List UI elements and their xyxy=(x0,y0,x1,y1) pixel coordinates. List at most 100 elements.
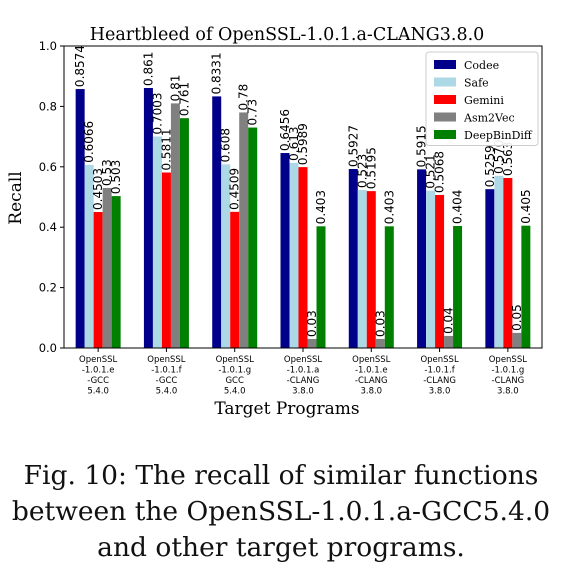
y-ticks-layer: 0.0 0.2 0.4 0.6 0.8 1.0 xyxy=(39,39,64,355)
data-label: 0.5927 xyxy=(346,125,360,167)
bar-gemini-6 xyxy=(435,194,445,348)
bar-codee-5 xyxy=(348,169,358,348)
data-label: 0.7003 xyxy=(150,93,164,135)
x-tick-label: OpenSSL -1.0.1.g GCC 5.4.0 xyxy=(216,355,254,397)
x-tick-label: OpenSSL -1.0.1.e -GCC 5.4.0 xyxy=(79,355,117,397)
bar-gemini-1 xyxy=(93,212,103,348)
data-label: 0.861 xyxy=(141,52,155,86)
caption-line-3: and other target programs. xyxy=(97,532,465,563)
data-label: 0.8331 xyxy=(210,52,224,94)
data-label: 0.4503 xyxy=(91,168,105,210)
bar-deepbindiff-1 xyxy=(111,196,121,348)
bar-gemini-7 xyxy=(503,177,513,348)
bar-safe-7 xyxy=(494,175,504,348)
legend-box xyxy=(425,51,539,146)
bar-gemini-3 xyxy=(230,211,240,348)
bar-codee-1 xyxy=(75,89,85,349)
data-label: 0.05 xyxy=(510,304,524,331)
data-label: 0.5989 xyxy=(296,123,310,165)
bar-codee-3 xyxy=(212,96,222,348)
bar-gemini-5 xyxy=(366,191,376,348)
bar-asm2vec-6 xyxy=(444,335,454,348)
data-label: 0.8574 xyxy=(73,45,87,87)
bar-asm2vec-2 xyxy=(170,103,180,348)
data-label: 0.5259 xyxy=(483,145,497,187)
data-label: 0.523 xyxy=(355,154,369,188)
data-label: 0.521 xyxy=(424,154,438,188)
bar-safe-2 xyxy=(152,136,162,348)
data-label: 0.5195 xyxy=(364,147,378,189)
chart-figure: Heartbleed of OpenSSL-1.0.1.a-CLANG3.8.0… xyxy=(6,25,543,419)
data-label: 0.6456 xyxy=(278,109,292,151)
bar-safe-6 xyxy=(426,190,436,348)
data-label: 0.73 xyxy=(246,99,260,126)
legend-label-safe: Safe xyxy=(464,77,489,90)
x-tick-label: OpenSSL -1.0.1.f -CLANG 3.8.0 xyxy=(420,355,458,397)
bar-codee-7 xyxy=(485,189,495,348)
chart-title: Heartbleed of OpenSSL-1.0.1.a-CLANG3.8.0 xyxy=(90,25,485,45)
y-tick-label: 0.2 xyxy=(39,281,57,295)
data-label: 0.5068 xyxy=(433,151,447,193)
data-label: 0.570 xyxy=(492,140,506,174)
data-label: 0.608 xyxy=(219,128,233,162)
data-label: 0.03 xyxy=(373,310,387,337)
legend-swatch-gemini xyxy=(434,95,456,104)
data-label: 0.53 xyxy=(100,159,114,186)
data-label: 0.503 xyxy=(109,160,123,194)
bar-codee-6 xyxy=(417,169,427,348)
bar-safe-3 xyxy=(221,164,231,348)
bar-asm2vec-1 xyxy=(102,187,112,348)
y-tick-label: 1.0 xyxy=(39,39,57,53)
bar-asm2vec-3 xyxy=(239,112,249,348)
bar-deepbindiff-2 xyxy=(179,118,189,348)
bar-safe-4 xyxy=(289,162,299,348)
data-label: 0.5915 xyxy=(415,125,429,167)
bar-chart: Heartbleed of OpenSSL-1.0.1.a-CLANG3.8.0… xyxy=(6,25,543,419)
data-label: 0.761 xyxy=(177,82,191,116)
caption-line-2: between the OpenSSL-1.0.1.a-GCC5.4.0 xyxy=(11,496,551,527)
x-tick-label: OpenSSL -1.0.1.f -GCC 5.4.0 xyxy=(147,355,185,397)
y-tick-label: 0.6 xyxy=(39,160,57,174)
data-label: 0.405 xyxy=(519,189,533,223)
legend-swatch-asm2vec xyxy=(434,112,456,122)
legend-swatch-codee xyxy=(434,60,456,69)
data-label: 0.5811 xyxy=(159,129,173,171)
y-tick-label: 0.8 xyxy=(39,99,57,113)
bar-gemini-2 xyxy=(161,172,171,348)
data-label: 0.404 xyxy=(451,190,465,224)
bar-gemini-4 xyxy=(298,167,308,348)
legend-label-gemini: Gemini xyxy=(464,94,504,107)
y-axis-label: Recall xyxy=(6,171,26,224)
y-tick-label: 0.4 xyxy=(39,220,57,234)
data-label: 0.403 xyxy=(382,190,396,224)
x-axis-label: Target Programs xyxy=(214,399,359,419)
legend: Codee Safe Gemini Asm2Vec DeepBinDiff xyxy=(425,51,539,146)
x-ticks-layer: OpenSSL -1.0.1.e -GCC 5.4.0 OpenSSL -1.0.1.f -… xyxy=(79,348,527,397)
legend-swatch-deepbindiff xyxy=(434,130,456,139)
x-tick-label: OpenSSL -1.0.1.a -CLANG 3.8.0 xyxy=(284,355,322,397)
legend-label-asm2vec: Asm2Vec xyxy=(463,112,515,125)
bar-deepbindiff-4 xyxy=(316,226,326,348)
bar-safe-1 xyxy=(84,164,94,348)
bar-deepbindiff-6 xyxy=(453,225,463,348)
data-label: 0.03 xyxy=(305,310,319,337)
data-label: 0.04 xyxy=(442,307,456,334)
data-label: 0.81 xyxy=(168,75,182,102)
bars-layer xyxy=(75,87,531,349)
data-label: 0.403 xyxy=(314,190,328,224)
bar-safe-5 xyxy=(357,190,367,348)
data-label: 0.613 xyxy=(287,127,301,161)
bar-deepbindiff-7 xyxy=(521,225,531,348)
x-tick-label: OpenSSL -1.0.1.g -CLANG 3.8.0 xyxy=(489,355,527,397)
value-labels-layer: 0.8574 0.861 0.8331 0.6456 0.5927 0.5915 0.525… xyxy=(73,45,533,337)
data-label: 0.563 xyxy=(501,142,515,176)
data-label: 0.6066 xyxy=(82,121,96,163)
bar-asm2vec-7 xyxy=(512,332,522,348)
figure-caption: Fig. 10: The recall of similar functions… xyxy=(0,458,562,566)
data-label: 0.4509 xyxy=(228,168,242,210)
y-tick-label: 0.0 xyxy=(39,341,57,355)
bar-asm2vec-4 xyxy=(307,338,317,348)
legend-swatch-safe xyxy=(434,77,456,87)
data-label: 0.78 xyxy=(237,84,251,111)
x-tick-label: OpenSSL -1.0.1.e -CLANG 3.8.0 xyxy=(352,355,390,397)
